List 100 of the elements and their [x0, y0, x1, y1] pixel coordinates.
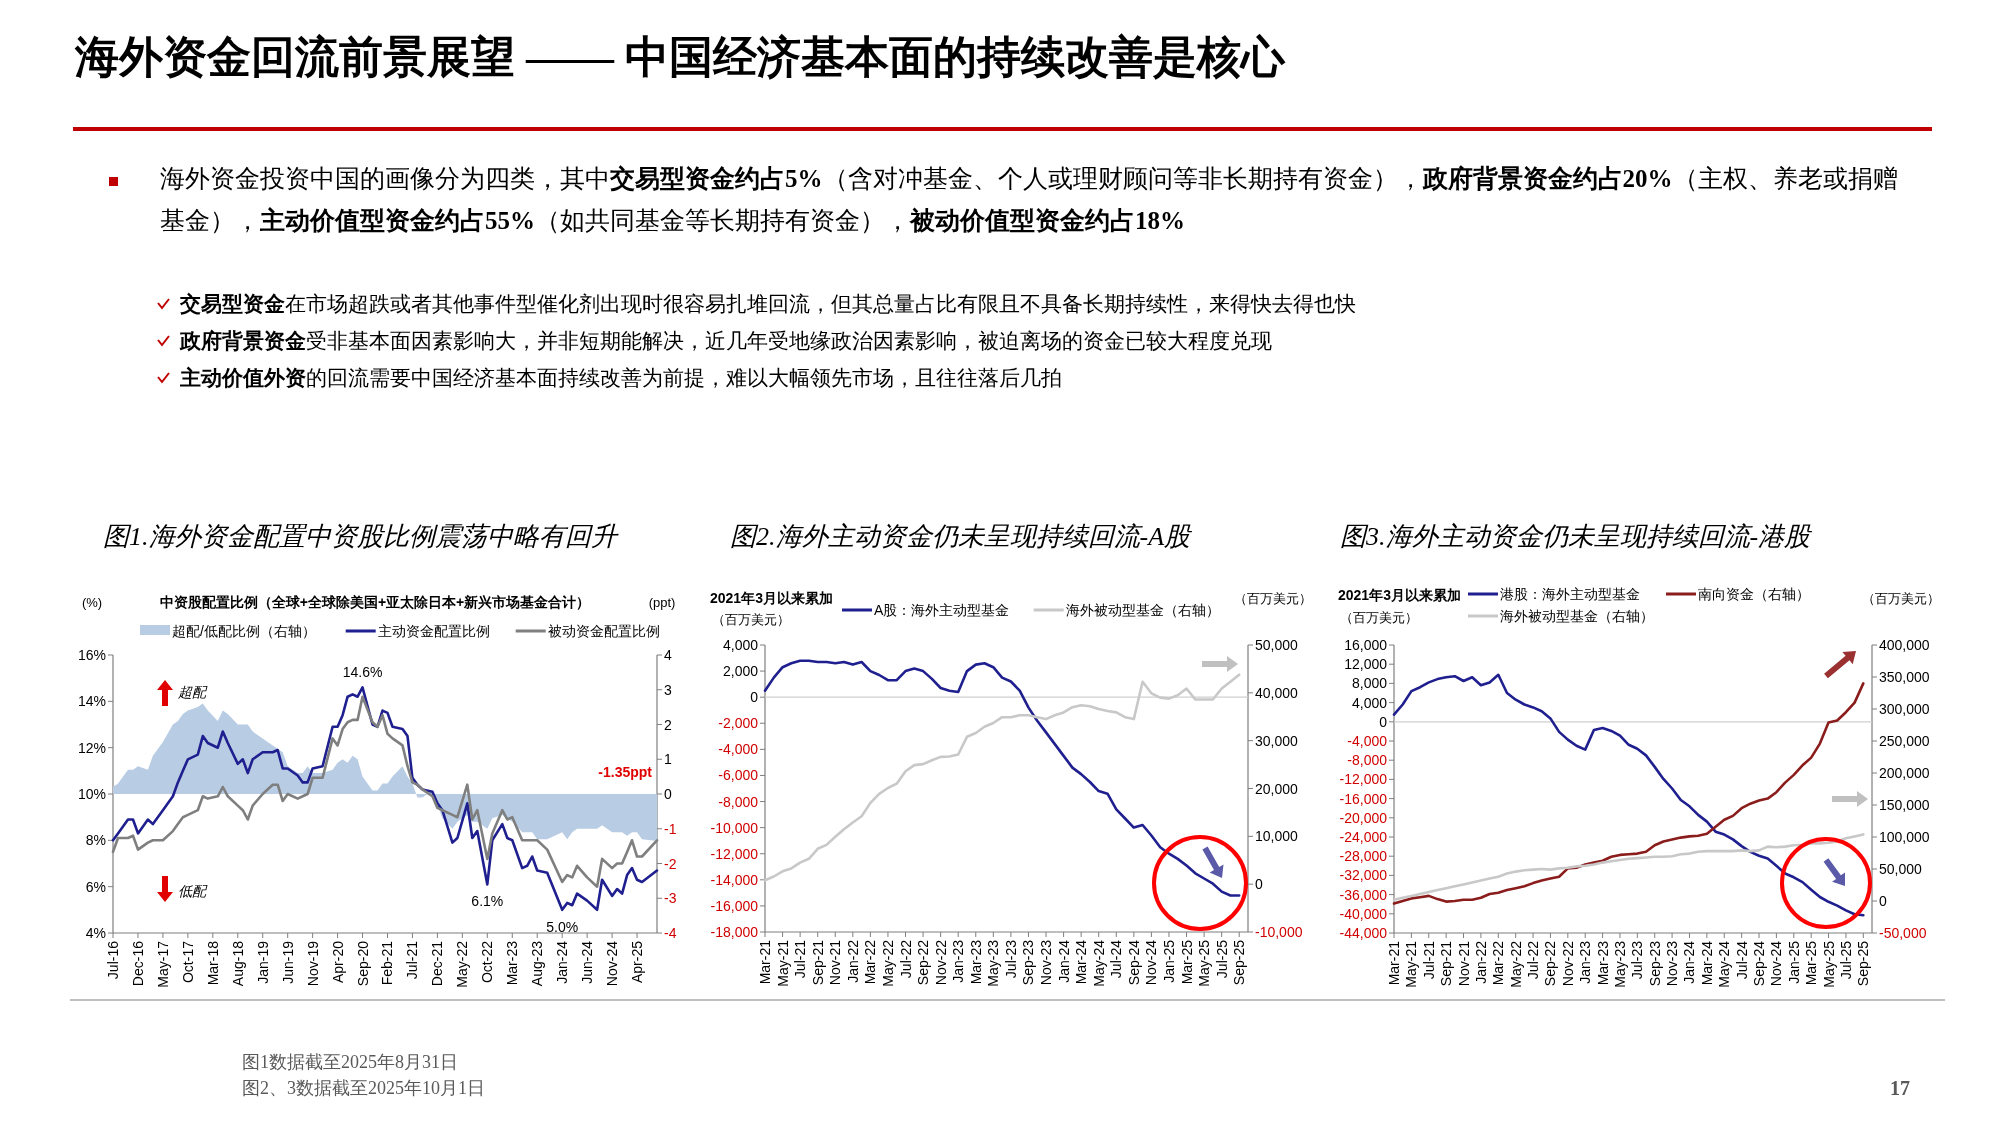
- y2-axis-title: （百万美元）: [1234, 591, 1312, 606]
- x-tick-label: May-23: [985, 939, 1002, 987]
- y-tick-label: -44,000: [1339, 925, 1388, 941]
- y-tick-label: -4,000: [1347, 733, 1388, 749]
- y-tick-label: -8,000: [718, 793, 759, 810]
- x-tick-label: Mar-22: [862, 939, 879, 985]
- annotation: -1.35ppt: [598, 764, 653, 780]
- y-axis-title: （百万美元）: [1340, 610, 1418, 625]
- legend-label: 南向资金（右轴）: [1698, 586, 1810, 602]
- x-tick-label: Jan-24: [554, 940, 571, 984]
- y-tick-label: 4%: [85, 925, 106, 941]
- x-tick-label: Nov-21: [1455, 940, 1472, 987]
- y-tick-label: -32,000: [1339, 867, 1388, 884]
- x-tick-label: Aug-23: [529, 940, 546, 987]
- y2-tick-label: -10,000: [1255, 924, 1303, 940]
- y2-tick-label: 4: [664, 647, 672, 663]
- legend-label: 超配/低配比例（右轴）: [172, 623, 316, 639]
- x-tick-label: Jan-23: [1577, 940, 1594, 984]
- y2-tick-label: 300,000: [1879, 701, 1930, 717]
- x-tick-label: Jul-24: [1733, 940, 1750, 980]
- x-tick-label: Mar-23: [967, 939, 984, 985]
- chart-title: 图2.海外主动资金仍未呈现持续回流-A股: [730, 522, 1194, 551]
- annotation: 14.6%: [342, 664, 383, 681]
- legend-label: 海外被动型基金（右轴）: [1065, 602, 1220, 618]
- x-tick-label: May-21: [1403, 940, 1420, 988]
- y2-tick-label: 350,000: [1879, 669, 1930, 685]
- x-tick-label: Jun-19: [279, 940, 296, 984]
- y-tick-label: 12,000: [1344, 656, 1388, 673]
- x-tick-label: Aug-18: [229, 940, 246, 987]
- chart-subtitle: 中资股配置比例（全球+全球除美国+亚太除日本+新兴市场基金合计）: [159, 594, 591, 610]
- y2-tick-label: 250,000: [1879, 733, 1930, 749]
- x-tick-label: Sep-22: [1542, 940, 1559, 987]
- legend-label: 被动资金配置比例: [547, 623, 660, 639]
- x-tick-label: May-22: [879, 939, 896, 987]
- y-tick-label: 2,000: [722, 663, 759, 680]
- x-tick-label: Sep-25: [1231, 939, 1248, 986]
- y2-tick-label: 40,000: [1255, 684, 1299, 701]
- y-tick-label: -12,000: [710, 845, 759, 862]
- x-tick-label: Sep-23: [1020, 939, 1037, 986]
- annotation: 5.0%: [546, 918, 579, 935]
- y-tick-label: -40,000: [1339, 905, 1388, 922]
- x-tick-label: Mar-24: [1698, 940, 1715, 986]
- x-tick-label: Jun-24: [579, 940, 596, 984]
- y2-tick-label: 2: [664, 716, 672, 733]
- x-tick-label: May-25: [1196, 939, 1213, 987]
- y-tick-label: 16%: [77, 647, 106, 663]
- x-tick-label: Jul-24: [1108, 939, 1125, 979]
- x-tick-label: Sep-22: [915, 939, 932, 986]
- caption: 图2、3数据截至2025年10月1日: [242, 1077, 486, 1100]
- x-tick-label: Jan-23: [950, 939, 967, 983]
- y-tick-label: 0: [750, 689, 759, 706]
- x-tick-label: Nov-23: [1664, 940, 1681, 987]
- y-tick-label: -16,000: [710, 897, 759, 914]
- y-tick-label: 16,000: [1344, 637, 1388, 653]
- x-tick-label: Jan-24: [1681, 940, 1698, 984]
- y-tick-label: 10%: [77, 786, 106, 802]
- x-tick-label: May-22: [1507, 940, 1524, 988]
- y2-tick-label: -50,000: [1879, 925, 1927, 941]
- y-axis-title: （百万美元）: [712, 612, 790, 627]
- x-tick-label: May-24: [1090, 939, 1107, 987]
- x-tick-label: Sep-20: [354, 940, 371, 987]
- y2-axis-title: (ppt): [648, 595, 676, 610]
- x-tick-label: Jul-23: [1629, 940, 1646, 980]
- x-tick-label: Nov-19: [304, 940, 321, 987]
- line-series: [1392, 833, 1865, 901]
- y-tick-label: -18,000: [710, 924, 759, 940]
- y-tick-label: -2,000: [718, 715, 759, 732]
- chart-subtitle: 2021年3月以来累加: [710, 590, 833, 606]
- y2-tick-label: 50,000: [1255, 637, 1299, 653]
- chart-title: 图1.海外资金配置中资股比例震荡中略有回升: [103, 522, 619, 551]
- y-tick-label: -16,000: [1339, 790, 1388, 807]
- y-tick-label: 8%: [85, 832, 106, 849]
- y-tick-label: -36,000: [1339, 886, 1388, 903]
- x-tick-label: Nov-21: [827, 939, 844, 986]
- x-tick-label: Mar-22: [1490, 940, 1507, 986]
- x-tick-label: Jul-25: [1213, 939, 1230, 979]
- y-tick-label: 8,000: [1351, 675, 1388, 692]
- y2-tick-label: -2: [664, 855, 677, 872]
- x-tick-label: Jul-23: [1002, 939, 1019, 979]
- x-tick-label: Mar-18: [204, 940, 221, 986]
- text: 17: [1890, 1076, 1911, 1100]
- y2-tick-label: 200,000: [1879, 765, 1930, 781]
- x-tick-label: Mar-25: [1803, 940, 1820, 986]
- x-tick-label: Jan-22: [844, 939, 861, 983]
- y2-tick-label: -4: [664, 925, 677, 941]
- y2-tick-label: 400,000: [1879, 637, 1930, 653]
- y2-tick-label: 50,000: [1879, 861, 1923, 877]
- x-tick-label: Jul-21: [1420, 940, 1437, 980]
- x-tick-label: May-23: [1611, 940, 1628, 988]
- x-tick-label: Mar-25: [1178, 939, 1195, 985]
- y-tick-label: 4,000: [722, 637, 759, 653]
- x-tick-label: Sep-24: [1125, 939, 1142, 986]
- x-tick-label: Mar-23: [1594, 940, 1611, 986]
- x-tick-label: May-25: [1820, 940, 1837, 988]
- annotation: 超配: [178, 684, 208, 700]
- legend-label: 港股：海外主动型基金: [1500, 586, 1640, 602]
- y2-tick-label: 100,000: [1879, 829, 1930, 845]
- x-tick-label: Apr-25: [629, 940, 646, 984]
- x-tick-label: Mar-21: [1386, 940, 1402, 986]
- x-tick-label: Jul-21: [404, 940, 421, 980]
